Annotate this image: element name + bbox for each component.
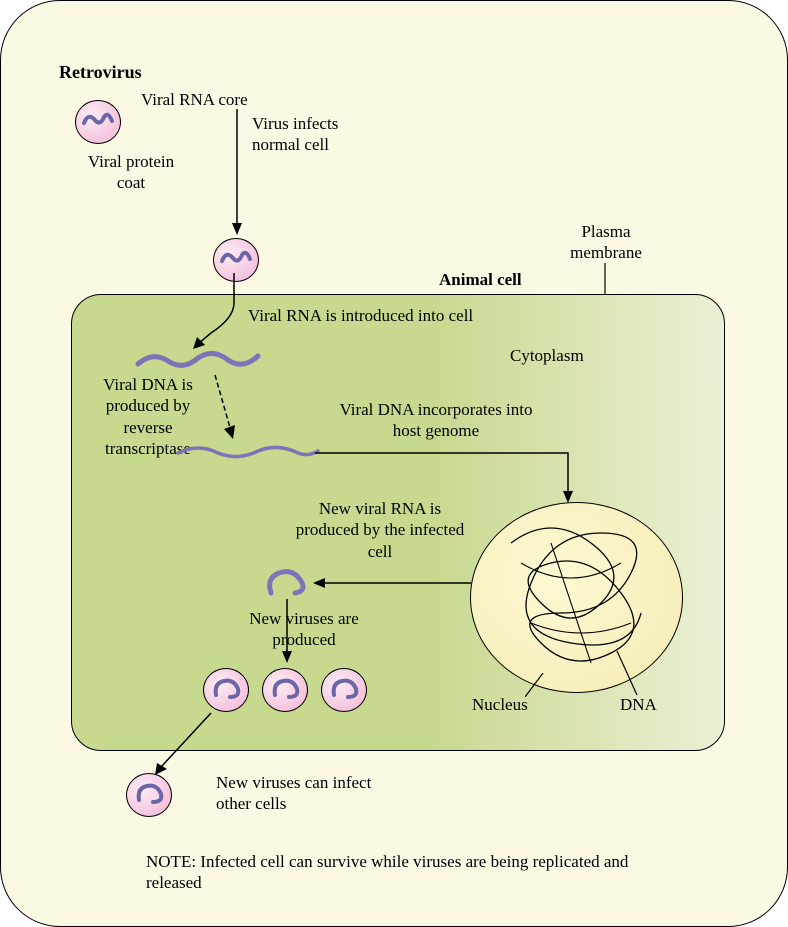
- rna-icon: [263, 669, 307, 711]
- label-new-viruses-produced: New viruses are produced: [239, 608, 369, 651]
- virus-new-1: [203, 668, 249, 712]
- label-note: NOTE: Infected cell can survive while vi…: [146, 851, 646, 894]
- label-dna: DNA: [620, 694, 657, 715]
- leader-plasma: [601, 263, 621, 297]
- dna-strand: [173, 439, 323, 465]
- virus-new-3: [321, 668, 367, 712]
- arrow-7: [151, 711, 221, 781]
- diagram-page: Retrovirus Viral RNA core Viral protein …: [0, 0, 788, 927]
- rna-icon: [204, 669, 248, 711]
- label-animal-cell: Animal cell: [439, 269, 522, 290]
- label-viral-rna-core: Viral RNA core: [141, 89, 248, 110]
- label-virus-infects: Virus infects normal cell: [252, 113, 372, 156]
- leader-dna: [615, 651, 641, 695]
- rna-icon: [322, 669, 366, 711]
- arrow-1: [229, 109, 249, 235]
- rna-strand-2: [261, 563, 316, 603]
- label-dna-incorporates: Viral DNA incorporates into host genome: [326, 399, 546, 442]
- label-new-rna: New viral RNA is produced by the infecte…: [295, 498, 465, 562]
- leader-nucleus: [525, 673, 555, 697]
- arrow-5: [311, 575, 473, 595]
- title-retrovirus: Retrovirus: [59, 61, 142, 84]
- nucleus: [470, 502, 683, 693]
- label-cytoplasm: Cytoplasm: [510, 345, 584, 366]
- virus-released: [126, 773, 172, 817]
- arrow-3: [211, 373, 251, 443]
- label-plasma-membrane: Plasma membrane: [556, 221, 656, 264]
- dna-tangle-icon: [471, 503, 682, 692]
- virus-new-2: [262, 668, 308, 712]
- label-nucleus: Nucleus: [472, 694, 528, 715]
- rna-icon: [127, 774, 171, 816]
- rna-icon: [76, 101, 120, 143]
- virus-top: [75, 100, 121, 144]
- label-new-viruses-infect: New viruses can infect other cells: [216, 772, 396, 815]
- rna-strand-1: [133, 346, 263, 376]
- label-rna-introduced: Viral RNA is introduced into cell: [248, 305, 473, 326]
- label-viral-protein-coat: Viral protein coat: [76, 151, 186, 194]
